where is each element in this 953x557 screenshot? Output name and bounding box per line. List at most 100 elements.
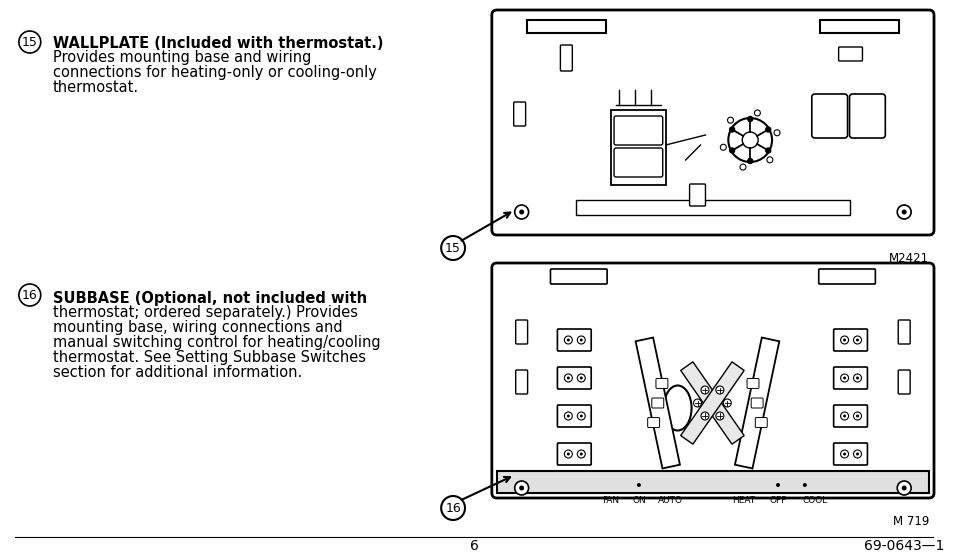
Circle shape [693, 399, 700, 407]
Circle shape [722, 399, 731, 407]
Text: SUBBASE (Optional, not included with: SUBBASE (Optional, not included with [52, 291, 366, 306]
Text: Provides mounting base and wiring: Provides mounting base and wiring [52, 50, 311, 65]
Text: 69-0643—1: 69-0643—1 [863, 539, 943, 553]
Circle shape [715, 412, 723, 420]
FancyBboxPatch shape [557, 443, 591, 465]
Circle shape [729, 148, 734, 153]
Text: WALLPLATE (Included with thermostat.): WALLPLATE (Included with thermostat.) [52, 36, 383, 51]
Circle shape [842, 452, 845, 456]
Circle shape [842, 414, 845, 418]
Circle shape [775, 483, 780, 487]
Circle shape [842, 339, 845, 341]
FancyBboxPatch shape [492, 10, 933, 235]
Text: 16: 16 [445, 501, 460, 515]
Circle shape [440, 236, 464, 260]
FancyBboxPatch shape [898, 320, 909, 344]
FancyBboxPatch shape [614, 116, 662, 145]
Polygon shape [819, 20, 899, 33]
FancyBboxPatch shape [811, 94, 846, 138]
Polygon shape [526, 20, 605, 33]
Text: FAN: FAN [602, 496, 619, 505]
FancyBboxPatch shape [818, 269, 875, 284]
Text: thermostat.: thermostat. [52, 80, 138, 95]
Circle shape [566, 377, 569, 379]
FancyBboxPatch shape [656, 378, 667, 388]
Polygon shape [734, 338, 779, 468]
FancyBboxPatch shape [550, 269, 606, 284]
FancyBboxPatch shape [833, 367, 866, 389]
FancyBboxPatch shape [651, 398, 663, 408]
FancyBboxPatch shape [513, 102, 525, 126]
Text: ON: ON [631, 496, 645, 505]
Text: 15: 15 [445, 242, 460, 255]
Circle shape [741, 132, 758, 148]
Bar [497, 471, 928, 493]
Circle shape [765, 148, 770, 153]
FancyBboxPatch shape [647, 418, 659, 428]
FancyBboxPatch shape [516, 320, 527, 344]
Text: 16: 16 [22, 289, 38, 301]
FancyBboxPatch shape [557, 405, 591, 427]
Bar [611, 110, 665, 185]
Circle shape [566, 339, 569, 341]
Circle shape [700, 412, 708, 420]
Polygon shape [635, 338, 679, 468]
Circle shape [855, 339, 858, 341]
Circle shape [715, 386, 723, 394]
Bar [576, 200, 849, 215]
Circle shape [901, 209, 905, 214]
Circle shape [579, 414, 582, 418]
Text: M 719: M 719 [892, 515, 928, 528]
Circle shape [855, 452, 858, 456]
FancyBboxPatch shape [689, 184, 704, 206]
Text: manual switching control for heating/cooling: manual switching control for heating/coo… [52, 335, 380, 350]
Text: connections for heating-only or cooling-only: connections for heating-only or cooling-… [52, 65, 376, 80]
Text: OFF: OFF [768, 496, 786, 505]
Circle shape [765, 127, 770, 132]
Polygon shape [679, 362, 743, 444]
Circle shape [842, 377, 845, 379]
FancyBboxPatch shape [557, 367, 591, 389]
FancyBboxPatch shape [898, 370, 909, 394]
Circle shape [747, 116, 752, 121]
FancyBboxPatch shape [750, 398, 762, 408]
Circle shape [700, 386, 708, 394]
FancyBboxPatch shape [849, 94, 884, 138]
Circle shape [518, 209, 523, 214]
Polygon shape [679, 362, 743, 444]
Text: COOL: COOL [801, 496, 826, 505]
FancyBboxPatch shape [746, 378, 759, 388]
Circle shape [579, 339, 582, 341]
Circle shape [579, 452, 582, 456]
Circle shape [518, 486, 523, 491]
FancyBboxPatch shape [833, 405, 866, 427]
Circle shape [637, 483, 640, 487]
FancyBboxPatch shape [833, 329, 866, 351]
Text: 6: 6 [469, 539, 477, 553]
Circle shape [579, 377, 582, 379]
Text: 15: 15 [22, 36, 38, 48]
Text: mounting base, wiring connections and: mounting base, wiring connections and [52, 320, 342, 335]
Circle shape [515, 205, 528, 219]
Ellipse shape [663, 385, 691, 431]
FancyBboxPatch shape [516, 370, 527, 394]
Circle shape [855, 414, 858, 418]
FancyBboxPatch shape [755, 418, 766, 428]
FancyBboxPatch shape [838, 47, 862, 61]
Circle shape [727, 118, 771, 162]
Circle shape [802, 483, 806, 487]
Circle shape [855, 377, 858, 379]
Circle shape [897, 205, 910, 219]
Circle shape [901, 486, 905, 491]
Text: HEAT: HEAT [731, 496, 754, 505]
FancyBboxPatch shape [559, 45, 572, 71]
Circle shape [729, 127, 734, 132]
Text: section for additional information.: section for additional information. [52, 365, 301, 380]
Text: AUTO: AUTO [658, 496, 682, 505]
FancyBboxPatch shape [614, 148, 662, 177]
Text: thermostat; ordered separately.) Provides: thermostat; ordered separately.) Provide… [52, 305, 357, 320]
Text: thermostat. See Setting Subbase Switches: thermostat. See Setting Subbase Switches [52, 350, 365, 365]
FancyBboxPatch shape [492, 263, 933, 498]
Circle shape [747, 159, 752, 164]
FancyBboxPatch shape [557, 329, 591, 351]
